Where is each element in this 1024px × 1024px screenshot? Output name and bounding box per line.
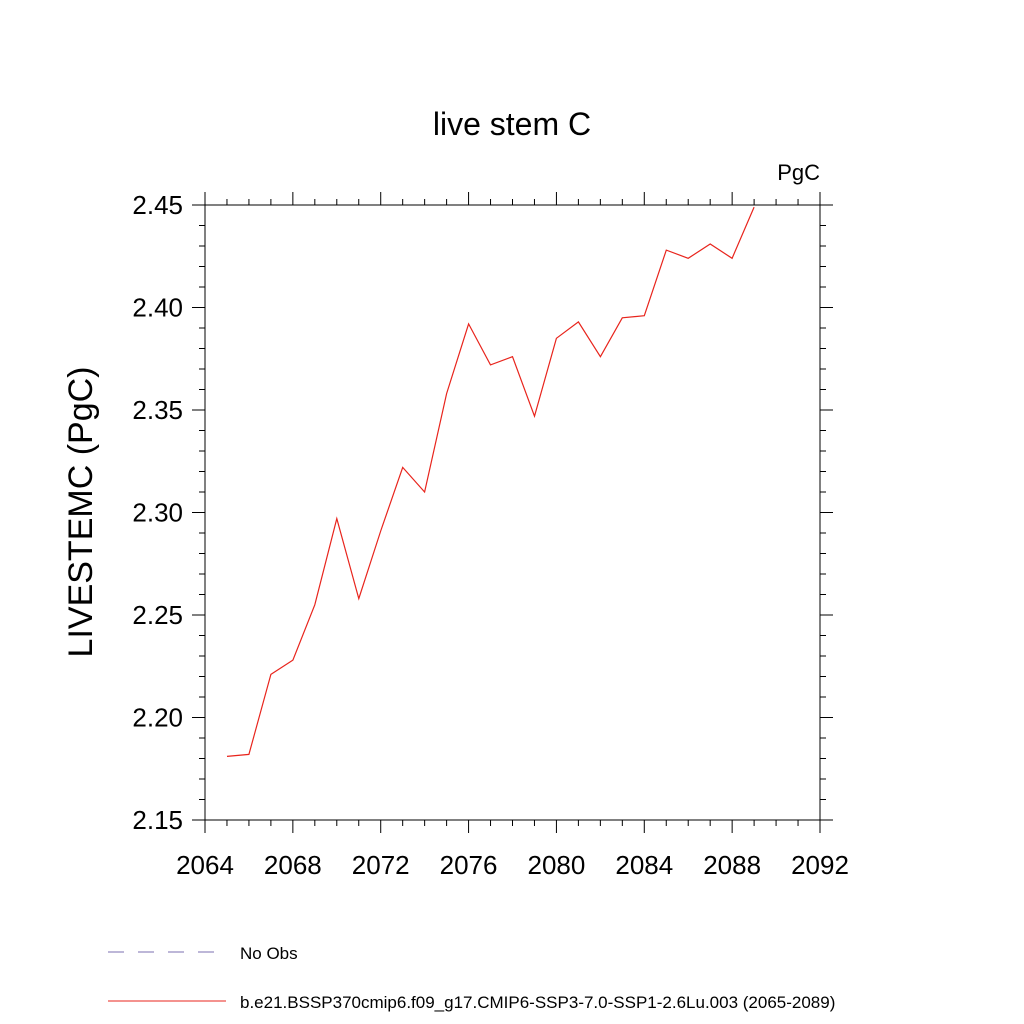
y-tick-label: 2.25 [132, 600, 183, 630]
y-axis-label: LIVESTEMC (PgC) [62, 367, 100, 658]
x-tick-label: 2064 [176, 850, 234, 880]
x-tick-label: 2080 [528, 850, 586, 880]
legend: No Obs b.e21.BSSP370cmip6.f09_g17.CMIP6-S… [108, 944, 835, 1012]
x-tick-label: 2088 [703, 850, 761, 880]
y-tick-label: 2.15 [132, 805, 183, 835]
plot-frame [204, 204, 821, 821]
chart-title: live stem C [433, 106, 591, 142]
plot-axes: 2064 2068 2072 2076 2080 2084 2088 2092 2.15 2.20… [132, 190, 849, 880]
x-tick-label: 2072 [352, 850, 410, 880]
legend-label: b.e21.BSSP370cmip6.f09_g17.CMIP6-SSP3-7.… [240, 993, 835, 1012]
units-label: PgC [777, 160, 820, 185]
y-tick-label: 2.40 [132, 293, 183, 323]
x-tick-label: 2068 [264, 850, 322, 880]
x-tick-label: 2092 [791, 850, 849, 880]
x-tick-label: 2076 [440, 850, 498, 880]
y-tick-label: 2.20 [132, 703, 183, 733]
y-tick-label: 2.30 [132, 498, 183, 528]
y-tick-label: 2.35 [132, 395, 183, 425]
series-line [226, 206, 755, 757]
x-tick-label: 2084 [615, 850, 673, 880]
series-group [226, 206, 755, 757]
legend-label: No Obs [240, 944, 298, 963]
y-tick-label: 2.45 [132, 190, 183, 220]
